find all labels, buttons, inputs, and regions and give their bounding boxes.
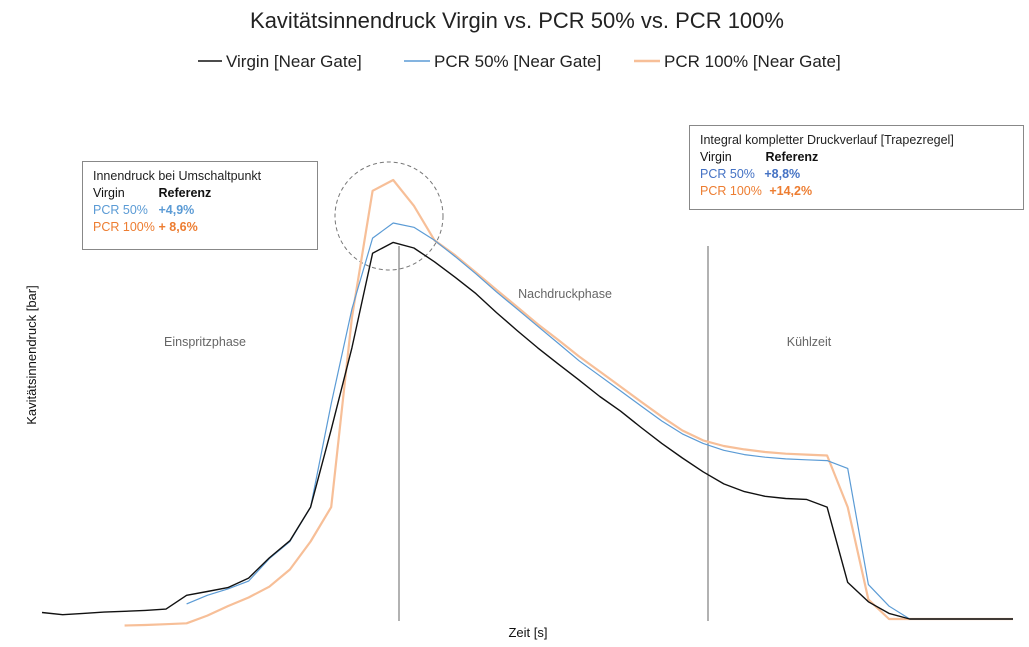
legend: Virgin [Near Gate] PCR 50% [Near Gate] P…: [198, 52, 841, 71]
switchover-row-pcr100-label: PCR 100%: [93, 220, 155, 234]
switchover-row-pcr50-value: +4,9%: [158, 203, 195, 217]
series-layer: [41, 178, 1013, 627]
integral-row-pcr100-value: +14,2%: [769, 184, 813, 198]
switchover-row-virgin-label: Virgin: [93, 186, 125, 200]
peak-highlight-circle: [334, 161, 444, 271]
integral-row-pcr100-label: PCR 100%: [700, 184, 762, 198]
phase-label-einspritzphase: Einspritzphase: [164, 335, 246, 349]
legend-label-virgin: Virgin [Near Gate]: [226, 52, 362, 71]
switchover-row-pcr100-value: + 8,6%: [158, 220, 198, 234]
legend-label-pcr50: PCR 50% [Near Gate]: [434, 52, 601, 71]
series-line-pcr50: [186, 222, 1013, 620]
switchover-row-pcr50-label: PCR 50%: [93, 203, 148, 217]
series-line-virgin: [41, 241, 1013, 620]
phase-label-kuehlzeit: Kühlzeit: [787, 335, 832, 349]
integral-row-virgin-label: Virgin: [700, 150, 732, 164]
integral-row-virgin-value: Referenz: [765, 150, 819, 164]
series-line-pcr100: [124, 178, 1013, 627]
phase-label-nachdruckphase: Nachdruckphase: [518, 287, 612, 301]
switchover-pressure-box: Innendruck bei Umschaltpunkt Virgin Refe…: [82, 161, 318, 250]
integral-row-pcr50-value: +8,8%: [764, 167, 801, 181]
integral-pressure-box: Integral kompletter Druckverlauf [Trapez…: [689, 125, 1024, 210]
x-axis-label: Zeit [s]: [508, 625, 547, 640]
chart-title: Kavitätsinnendruck Virgin vs. PCR 50% vs…: [250, 8, 784, 33]
y-axis-label: Kavitätsinnendruck [bar]: [24, 285, 39, 424]
integral-row-pcr50-label: PCR 50%: [700, 167, 755, 181]
integral-box-title: Integral kompletter Druckverlauf [Trapez…: [700, 133, 954, 147]
switchover-box-title: Innendruck bei Umschaltpunkt: [93, 169, 262, 183]
switchover-row-virgin-value: Referenz: [158, 186, 212, 200]
legend-label-pcr100: PCR 100% [Near Gate]: [664, 52, 841, 71]
